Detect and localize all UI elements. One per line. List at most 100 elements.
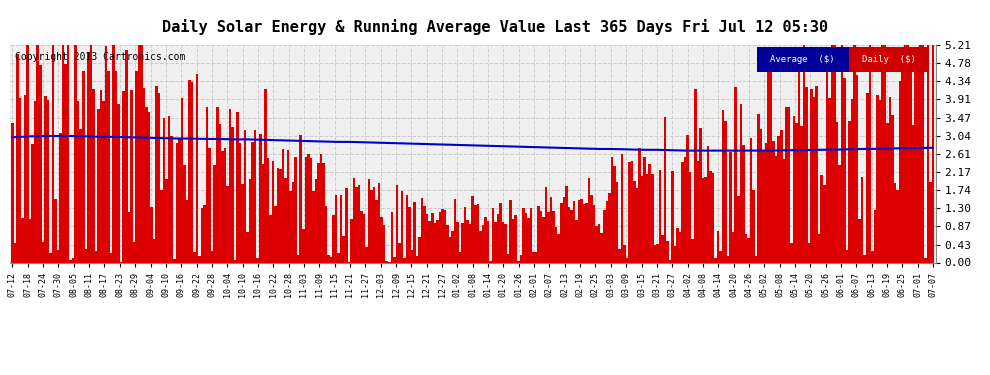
Bar (242, 184, 244, 262)
Bar (732, 232, 735, 262)
Bar (152, 238, 155, 262)
Bar (115, 71, 118, 262)
Bar (547, 212, 549, 262)
Bar (302, 229, 305, 262)
Bar (613, 166, 616, 262)
Bar (850, 99, 853, 262)
Bar (89, 45, 92, 262)
Bar (499, 203, 502, 262)
Bar (118, 104, 120, 262)
Bar (123, 91, 125, 262)
Bar (42, 242, 44, 262)
Bar (767, 53, 770, 262)
Bar (757, 114, 759, 262)
Bar (702, 178, 704, 262)
Bar (727, 256, 730, 262)
Bar (512, 219, 515, 262)
Bar (350, 219, 352, 262)
Bar (274, 206, 277, 262)
Bar (598, 224, 601, 262)
Bar (790, 243, 793, 262)
Bar (689, 172, 691, 262)
Bar (631, 161, 634, 262)
Bar (56, 250, 59, 262)
Bar (355, 188, 357, 262)
Bar (704, 177, 707, 262)
Bar (497, 214, 499, 262)
Bar (170, 136, 173, 262)
Bar (889, 97, 891, 262)
Bar (930, 182, 932, 262)
Bar (310, 158, 312, 262)
Bar (575, 220, 578, 262)
Text: Daily Solar Energy & Running Average Value Last 365 Days Fri Jul 12 05:30: Daily Solar Energy & Running Average Val… (162, 19, 828, 35)
Bar (634, 182, 636, 262)
Bar (601, 232, 603, 262)
Bar (173, 259, 175, 262)
Bar (578, 200, 580, 262)
Bar (603, 210, 606, 262)
Bar (112, 45, 115, 262)
Bar (256, 258, 259, 262)
Bar (834, 45, 836, 262)
Bar (886, 123, 889, 262)
Bar (320, 154, 322, 262)
Bar (343, 237, 345, 262)
Bar (800, 126, 803, 262)
Bar (464, 207, 466, 262)
Bar (82, 71, 84, 262)
Bar (191, 82, 193, 262)
Bar (261, 164, 264, 262)
Bar (709, 171, 712, 262)
Bar (413, 202, 416, 262)
Bar (823, 184, 826, 262)
Bar (446, 225, 448, 262)
Bar (691, 239, 694, 262)
Bar (69, 260, 72, 262)
Bar (770, 66, 772, 262)
Bar (287, 150, 289, 262)
Bar (565, 186, 567, 262)
Bar (97, 110, 100, 262)
Bar (562, 197, 565, 262)
Bar (211, 251, 214, 262)
Bar (676, 228, 679, 262)
Bar (168, 116, 170, 262)
Bar (922, 45, 925, 262)
Bar (201, 208, 203, 262)
Bar (720, 251, 722, 262)
Bar (552, 211, 555, 262)
Bar (717, 231, 720, 262)
Bar (61, 45, 64, 262)
Bar (671, 171, 674, 262)
Bar (148, 112, 150, 262)
Bar (315, 179, 317, 262)
Bar (453, 199, 456, 262)
Bar (338, 253, 340, 262)
Bar (585, 202, 588, 262)
Bar (881, 45, 884, 262)
Bar (476, 204, 479, 262)
Bar (479, 231, 481, 262)
Bar (653, 244, 656, 262)
Bar (198, 256, 201, 262)
Bar (636, 188, 639, 262)
Bar (538, 206, 540, 262)
Bar (247, 232, 248, 262)
Bar (130, 90, 133, 262)
Bar (782, 159, 785, 262)
Bar (752, 190, 754, 262)
Bar (458, 252, 461, 262)
Bar (138, 45, 141, 262)
Bar (907, 45, 909, 262)
Bar (843, 78, 845, 262)
Bar (699, 128, 702, 262)
Bar (157, 93, 160, 262)
Bar (624, 245, 626, 262)
Bar (848, 121, 850, 262)
Bar (251, 142, 254, 262)
Bar (39, 65, 42, 262)
Bar (520, 255, 522, 262)
Bar (821, 175, 823, 262)
Bar (92, 89, 95, 262)
